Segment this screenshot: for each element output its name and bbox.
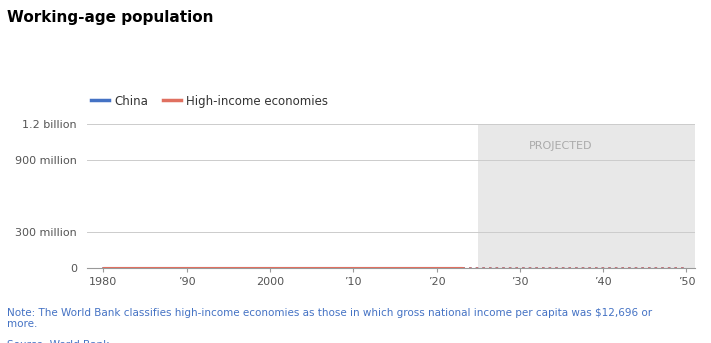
Text: Source: World Bank: Source: World Bank — [7, 340, 109, 343]
Text: Note: The World Bank classifies high-income economies as those in which gross na: Note: The World Bank classifies high-inc… — [7, 308, 652, 329]
Bar — [479, 124, 695, 268]
Legend: China, High-income economies: China, High-income economies — [87, 90, 333, 113]
Text: Working-age population: Working-age population — [7, 10, 213, 25]
Text: PROJECTED: PROJECTED — [529, 141, 593, 152]
